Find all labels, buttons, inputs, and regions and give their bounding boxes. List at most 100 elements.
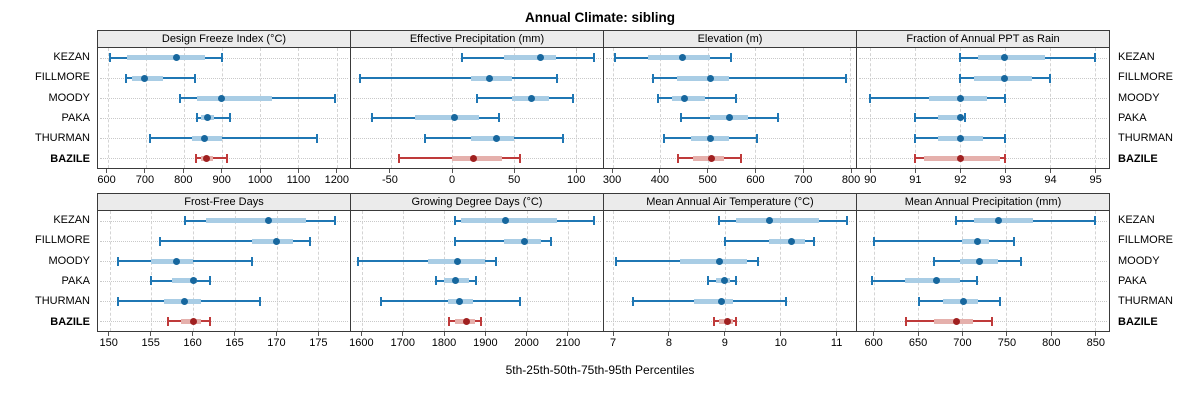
gridline-vertical bbox=[575, 48, 577, 168]
whisker-cap-bazile bbox=[739, 153, 742, 163]
x-tick-label: 160 bbox=[183, 337, 202, 349]
x-tick-mark bbox=[780, 332, 782, 336]
site-label-thurman: THURMAN bbox=[35, 295, 90, 308]
panel-plot-effective-precipitation-mm bbox=[351, 48, 603, 168]
gridline-vertical bbox=[452, 48, 454, 168]
whisker-cap-paka bbox=[435, 276, 438, 286]
median-dot-paka bbox=[452, 277, 460, 285]
panel-design-freeze-index-c: Design Freeze Index (°C) bbox=[97, 30, 351, 169]
panel-header-fraction-of-annual-ppt-as-rain: Fraction of Annual PPT as Rain bbox=[857, 31, 1109, 48]
whisker-cap-bazile bbox=[519, 153, 522, 163]
whisker-cap-fillmore bbox=[959, 73, 962, 83]
x-tick-label: 800 bbox=[174, 174, 193, 186]
band-25-75-kezan bbox=[460, 218, 558, 224]
whisker-cap-fillmore bbox=[1048, 73, 1051, 83]
axis-gutter-right bbox=[1110, 332, 1200, 356]
x-tick-mark bbox=[144, 169, 146, 173]
site-label-moody: MOODY bbox=[1118, 254, 1160, 267]
x-tick-label: 700 bbox=[135, 174, 155, 186]
x-tick-mark bbox=[443, 332, 445, 336]
panel-frost-free-days: Frost-Free Days bbox=[97, 193, 351, 332]
site-label-fillmore: FILLMORE bbox=[34, 71, 90, 84]
x-tick-mark bbox=[836, 332, 838, 336]
median-dot-moody bbox=[453, 257, 461, 265]
gridline-vertical bbox=[1050, 211, 1052, 331]
gridline-vertical bbox=[780, 211, 782, 331]
band-25-75-paka bbox=[937, 115, 962, 121]
x-tick-mark bbox=[575, 169, 577, 173]
site-label-column: KEZAN FILLMORE MOODY PAKA THURMAN BAZILE bbox=[0, 193, 97, 332]
whisker-cap-fillmore bbox=[844, 73, 847, 83]
whisker-cap-paka bbox=[914, 113, 917, 123]
median-dot-kezan bbox=[765, 217, 773, 225]
panel-header-mean-annual-air-temperature-c: Mean Annual Air Temperature (°C) bbox=[604, 194, 856, 211]
median-dot-kezan bbox=[679, 54, 687, 62]
x-tick-label: 600 bbox=[746, 174, 765, 186]
x-tick-mark bbox=[221, 169, 223, 173]
band-25-75-thurman bbox=[470, 135, 515, 141]
x-tick-label: 9 bbox=[721, 337, 728, 349]
x-tick-label: 175 bbox=[309, 337, 328, 349]
whisker-cap-thurman bbox=[258, 296, 261, 306]
whisker-cap-moody bbox=[250, 256, 253, 266]
whisker-cap-kezan bbox=[613, 53, 616, 63]
gridline-vertical bbox=[1094, 211, 1096, 331]
whisker-cap-kezan bbox=[846, 216, 849, 226]
median-dot-fillmore bbox=[706, 74, 714, 82]
gridline-vertical bbox=[485, 211, 487, 331]
x-tick-mark bbox=[1095, 332, 1097, 336]
gridline-vertical bbox=[1006, 211, 1008, 331]
median-dot-kezan bbox=[172, 54, 180, 62]
x-tick-mark bbox=[659, 169, 661, 173]
median-dot-fillmore bbox=[787, 237, 795, 245]
whisker-cap-thurman bbox=[315, 133, 318, 143]
whisker-cap-kezan bbox=[461, 53, 464, 63]
whisker-5-95-fillmore bbox=[359, 77, 558, 79]
band-25-75-fillmore bbox=[676, 75, 730, 81]
band-25-75-paka bbox=[904, 278, 960, 284]
site-label-column: KEZAN FILLMORE MOODY PAKA THURMAN BAZILE bbox=[0, 30, 97, 169]
median-dot-kezan bbox=[264, 217, 272, 225]
x-tick-mark bbox=[724, 332, 726, 336]
x-tick-label: 600 bbox=[97, 174, 116, 186]
x-tick-mark bbox=[567, 332, 569, 336]
x-tick-label: 1600 bbox=[349, 337, 374, 349]
median-dot-paka bbox=[933, 277, 941, 285]
x-tick-label: 800 bbox=[841, 174, 861, 186]
axis-gutter-right bbox=[1110, 169, 1200, 193]
x-tick-mark bbox=[917, 332, 919, 336]
x-tick-mark bbox=[234, 332, 236, 336]
panel-effective-precipitation-mm: Effective Precipitation (mm) bbox=[350, 30, 604, 169]
gridline-vertical bbox=[915, 48, 917, 168]
whisker-cap-paka bbox=[228, 113, 231, 123]
whisker-cap-thurman bbox=[1003, 133, 1006, 143]
whisker-cap-paka bbox=[707, 276, 710, 286]
whisker-cap-paka bbox=[734, 276, 737, 286]
x-axis-elevation-m: 300 400 500 600 700 800 bbox=[603, 169, 861, 193]
gridline-vertical bbox=[526, 211, 528, 331]
panel-header-frost-free-days: Frost-Free Days bbox=[98, 194, 350, 211]
whisker-cap-moody bbox=[179, 93, 182, 103]
row-guide bbox=[100, 321, 348, 322]
whisker-cap-moody bbox=[356, 256, 359, 266]
site-label-bazile: BAZILE bbox=[50, 152, 90, 165]
whisker-cap-moody bbox=[656, 93, 659, 103]
site-label-kezan: KEZAN bbox=[1118, 51, 1155, 64]
whisker-cap-moody bbox=[735, 93, 738, 103]
whisker-cap-thurman bbox=[662, 133, 665, 143]
panel-group-row-2: Frost-Free Days Growing Degree Days (°C) M… bbox=[97, 193, 1110, 332]
x-tick-mark bbox=[451, 169, 453, 173]
gridline-vertical bbox=[918, 211, 919, 331]
median-dot-fillmore bbox=[485, 74, 493, 82]
gridline-vertical bbox=[403, 211, 405, 331]
x-axis-mean-annual-precipitation-mm: 600 650 700 750 800 850 bbox=[857, 332, 1110, 356]
whisker-cap-kezan bbox=[593, 216, 596, 226]
x-tick-label: 850 bbox=[1086, 337, 1105, 349]
site-label-column: KEZAN FILLMORE MOODY PAKA THURMAN BAZILE bbox=[1110, 193, 1200, 332]
gridline-vertical bbox=[109, 211, 111, 331]
x-tick-mark bbox=[873, 332, 875, 336]
x-tick-mark bbox=[961, 332, 963, 336]
x-tick-mark bbox=[1004, 169, 1006, 173]
whisker-cap-moody bbox=[615, 256, 618, 266]
x-tick-mark bbox=[336, 169, 338, 173]
